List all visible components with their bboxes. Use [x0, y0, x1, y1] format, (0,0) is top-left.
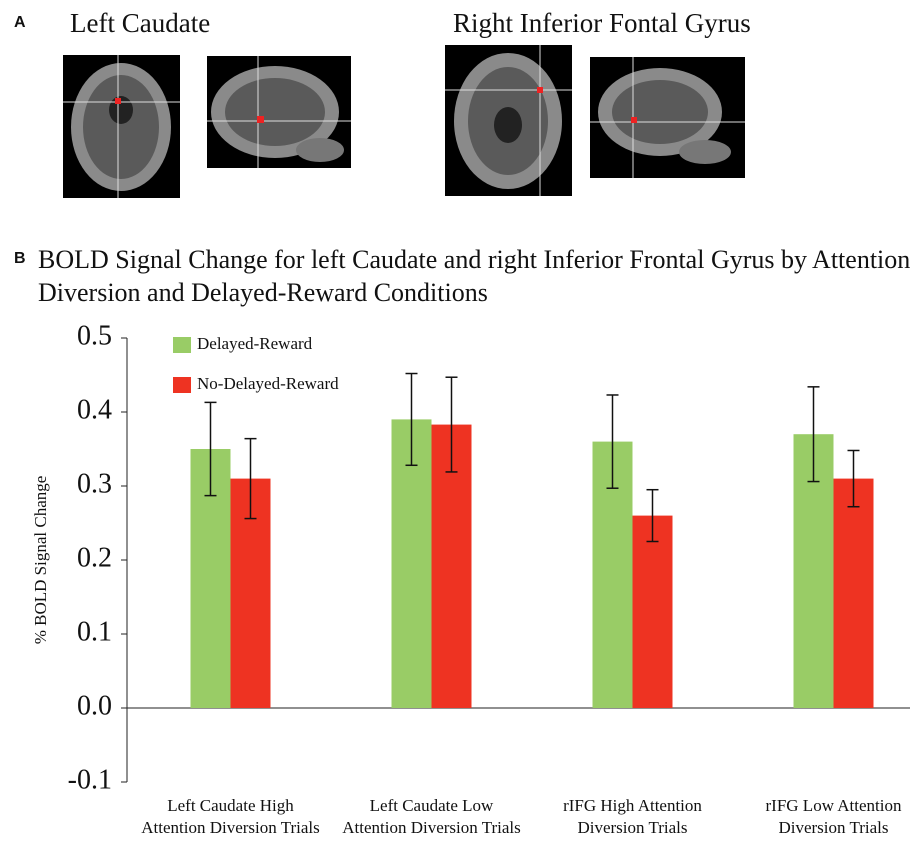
- x-tick-label: Left Caudate Low Attention Diversion Tri…: [342, 795, 522, 839]
- y-tick-label: 0.0: [77, 690, 112, 721]
- y-tick-label: 0.4: [77, 394, 112, 425]
- legend-swatch: [173, 377, 191, 393]
- y-tick-label: 0.1: [77, 616, 112, 647]
- image-title: Right Inferior Fontal Gyrus: [453, 8, 751, 39]
- y-axis-label: % BOLD Signal Change: [31, 476, 50, 645]
- legend-swatch: [173, 337, 191, 353]
- y-tick-label: -0.1: [68, 764, 112, 795]
- x-tick-label: rIFG Low Attention Diversion Trials: [744, 795, 916, 839]
- chart-title: BOLD Signal Change for left Caudate and …: [38, 243, 916, 309]
- legend-label: No-Delayed-Reward: [197, 374, 339, 393]
- bar: [633, 516, 673, 708]
- panel-label: A: [14, 14, 26, 32]
- brain-image: [207, 56, 351, 168]
- y-tick-label: 0.2: [77, 542, 112, 573]
- brain-image: [590, 57, 745, 178]
- figure: -0.1 0.0 0.1 0.2 0.3 0.4 0.5 % BOLD Signal Chan…: [0, 0, 916, 864]
- image-title: Left Caudate: [70, 8, 210, 39]
- x-tick-label: rIFG High Attention Diversion Trials: [543, 795, 723, 839]
- chart: -0.1 0.0 0.1 0.2 0.3 0.4 0.5 % BOLD Signal Chan…: [0, 0, 916, 864]
- brain-image: [445, 45, 572, 196]
- y-tick-label: 0.5: [77, 320, 112, 351]
- panel-label: B: [14, 250, 26, 268]
- y-tick-label: 0.3: [77, 468, 112, 499]
- legend-label: Delayed-Reward: [197, 334, 313, 353]
- bar: [834, 479, 874, 708]
- brain-image: [63, 55, 180, 198]
- x-tick-label: Left Caudate High Attention Diversion Tr…: [141, 795, 321, 839]
